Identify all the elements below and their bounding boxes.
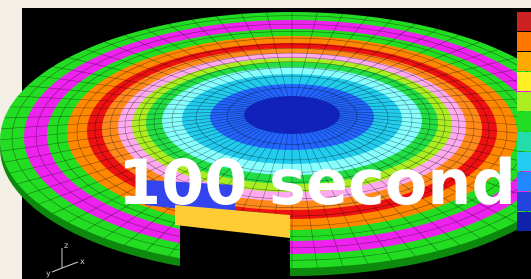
legend-swatch: [517, 72, 531, 91]
legend-swatch: [517, 12, 531, 31]
axis-label: z: [64, 241, 68, 250]
axis-label: x: [80, 257, 85, 266]
ring: [244, 96, 340, 134]
legend-swatch: [517, 112, 531, 131]
legend-swatch: [517, 92, 531, 111]
simulation-frame: z x y 100 second: [0, 0, 531, 279]
axis-label: y: [46, 269, 51, 278]
legend-swatch: [517, 32, 531, 51]
legend-swatch: [517, 172, 531, 191]
overlay-text: 100 second: [118, 146, 516, 219]
legend-swatch: [517, 212, 531, 231]
color-legend: [517, 12, 531, 231]
legend-swatch: [517, 52, 531, 71]
legend-swatch: [517, 152, 531, 171]
legend-swatch: [517, 192, 531, 211]
legend-swatch: [517, 132, 531, 151]
